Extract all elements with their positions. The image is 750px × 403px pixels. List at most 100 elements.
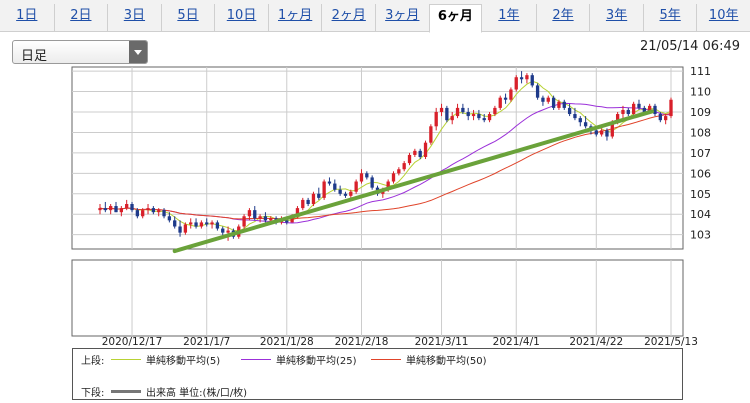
candle-body bbox=[541, 97, 545, 102]
tab-9[interactable]: 1年 bbox=[498, 8, 520, 23]
candle-body bbox=[461, 107, 465, 112]
candle-body bbox=[98, 208, 102, 211]
x-tick-label: 2021/5/13 bbox=[644, 336, 698, 348]
candle-body bbox=[471, 114, 476, 117]
ma-line-2 bbox=[99, 112, 672, 220]
period-select-value: 日足 bbox=[21, 49, 48, 64]
x-tick-label: 2020/12/17 bbox=[102, 336, 163, 348]
tab-5[interactable]: 1ヶ月 bbox=[267, 4, 322, 32]
candle-body bbox=[445, 107, 449, 121]
tab-6[interactable]: 2ヶ月 bbox=[321, 4, 375, 32]
x-tick-label: 2021/1/28 bbox=[260, 336, 314, 348]
candle-body bbox=[103, 208, 107, 211]
tab-4[interactable]: 10日 bbox=[214, 4, 268, 32]
candle-body bbox=[322, 181, 326, 198]
y-tick-label: 110 bbox=[690, 86, 711, 99]
candle-body bbox=[290, 216, 294, 223]
candle-body bbox=[226, 230, 230, 233]
candle-body bbox=[669, 99, 673, 117]
candle-body bbox=[199, 222, 204, 227]
candle-body bbox=[397, 169, 401, 174]
tab-1[interactable]: 2日 bbox=[53, 4, 108, 32]
legend-upper-label: 上段: bbox=[81, 356, 105, 367]
candle-body bbox=[477, 114, 481, 119]
candle-body bbox=[151, 208, 156, 213]
candle-body bbox=[146, 208, 150, 211]
candle-body bbox=[493, 107, 497, 115]
tab-12[interactable]: 5年 bbox=[642, 4, 697, 32]
candle-body bbox=[573, 114, 577, 119]
candle-body bbox=[189, 222, 193, 225]
candle-body bbox=[109, 206, 113, 211]
tab-3[interactable]: 5日 bbox=[160, 4, 215, 32]
legend-ma50-swatch bbox=[371, 359, 401, 360]
tab-2[interactable]: 3日 bbox=[107, 4, 161, 32]
candle-body bbox=[653, 105, 657, 115]
candle-body bbox=[530, 75, 534, 86]
chart-legend: 上段: 単純移動平均(5) 単純移動平均(25) 単純移動平均(50) 下段: … bbox=[72, 348, 683, 400]
candle-body bbox=[119, 208, 124, 213]
price-chart: 2020/12/17 2021/1/7 2021/1/28 2021/2/18 2021… bbox=[71, 65, 711, 348]
candle-body bbox=[498, 97, 502, 108]
tab-8[interactable]: 6ヶ月 bbox=[428, 4, 483, 33]
candle-body bbox=[434, 111, 438, 127]
tab-0[interactable]: 1日 bbox=[16, 8, 38, 23]
candle-body bbox=[562, 101, 566, 108]
candle-body bbox=[466, 111, 470, 117]
candle-body bbox=[519, 77, 524, 80]
timestamp: 21/05/14 06:49 bbox=[640, 39, 740, 54]
candle-body bbox=[221, 228, 225, 233]
candle-body bbox=[263, 216, 268, 221]
candle-body bbox=[429, 126, 433, 143]
candle-body bbox=[301, 199, 305, 209]
candle-body bbox=[269, 218, 273, 221]
chevron-down-icon[interactable] bbox=[129, 41, 147, 63]
y-tick-label: 108 bbox=[690, 126, 711, 139]
candle-body bbox=[599, 130, 604, 135]
candle-body bbox=[183, 224, 188, 233]
x-tick-label: 2021/3/11 bbox=[415, 336, 469, 348]
legend-lower-label: 下段: bbox=[81, 388, 105, 399]
candle-body bbox=[525, 75, 529, 80]
candle-body bbox=[114, 206, 118, 213]
candle-body bbox=[664, 116, 668, 121]
candle-body bbox=[242, 216, 246, 227]
candle-body bbox=[407, 154, 412, 164]
tab-11[interactable]: 3年 bbox=[589, 4, 643, 32]
legend-ma50: 単純移動平均(50) bbox=[406, 356, 487, 367]
candle-body bbox=[423, 142, 428, 157]
period-select[interactable]: 日足 bbox=[12, 40, 148, 64]
candle-body bbox=[455, 107, 460, 117]
candle-body bbox=[482, 118, 486, 121]
candle-body bbox=[391, 173, 396, 182]
candle-body bbox=[333, 183, 337, 190]
y-tick-label: 111 bbox=[690, 65, 711, 78]
candle-body bbox=[359, 173, 364, 182]
y-tick-label: 106 bbox=[690, 167, 711, 180]
candle-body bbox=[642, 107, 646, 112]
tab-13[interactable]: 10年 bbox=[696, 4, 750, 32]
candle-body bbox=[343, 193, 348, 196]
candle-body bbox=[215, 222, 220, 229]
trend-line bbox=[172, 109, 654, 254]
candle-body bbox=[247, 210, 252, 217]
candle-body bbox=[173, 220, 177, 227]
y-tick-label: 109 bbox=[690, 106, 711, 119]
candle-body bbox=[253, 210, 257, 219]
candle-body bbox=[258, 216, 262, 219]
upper-panel-frame bbox=[71, 66, 684, 250]
candle-body bbox=[567, 107, 572, 115]
tab-10[interactable]: 2年 bbox=[535, 4, 590, 32]
candle-body bbox=[439, 107, 444, 112]
legend-volume: 出来高 単位:(株/口/枚) bbox=[146, 388, 248, 399]
candle-body bbox=[167, 216, 172, 221]
x-tick-label: 2021/4/1 bbox=[493, 336, 540, 348]
candle-body bbox=[637, 103, 641, 108]
candle-body bbox=[615, 114, 620, 123]
candle-body bbox=[178, 226, 182, 233]
tab-7[interactable]: 3ヶ月 bbox=[375, 4, 429, 32]
candle-body bbox=[621, 109, 625, 115]
candle-body bbox=[338, 189, 342, 194]
lower-panel-frame bbox=[71, 259, 684, 337]
candle-body bbox=[210, 222, 214, 225]
